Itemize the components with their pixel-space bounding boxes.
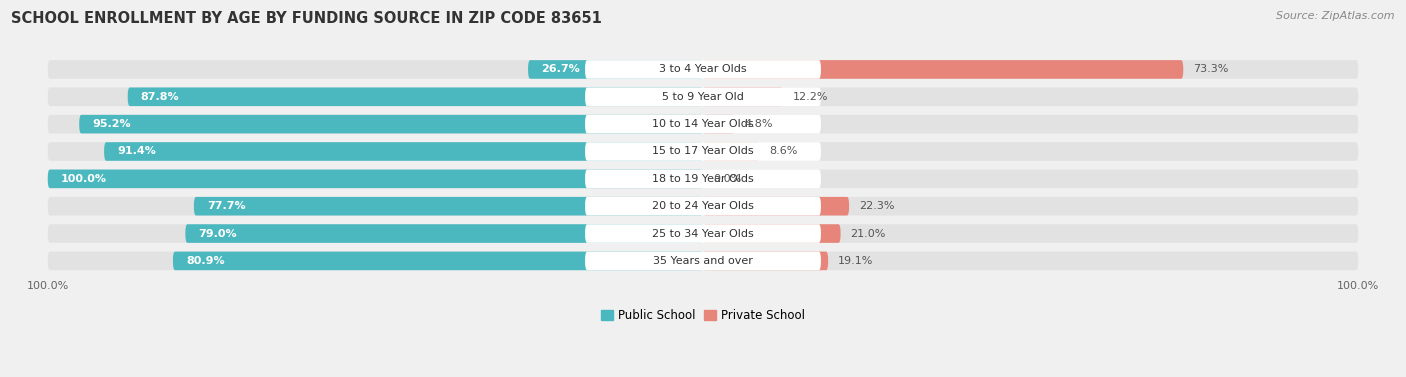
Text: 100.0%: 100.0% <box>60 174 107 184</box>
FancyBboxPatch shape <box>48 197 1358 216</box>
FancyBboxPatch shape <box>173 251 703 270</box>
Text: 4.8%: 4.8% <box>744 119 773 129</box>
FancyBboxPatch shape <box>703 142 759 161</box>
FancyBboxPatch shape <box>585 197 821 216</box>
FancyBboxPatch shape <box>703 115 734 133</box>
Text: 22.3%: 22.3% <box>859 201 894 211</box>
FancyBboxPatch shape <box>585 87 821 106</box>
Text: 80.9%: 80.9% <box>186 256 225 266</box>
Text: 91.4%: 91.4% <box>117 147 156 156</box>
Text: 0.0%: 0.0% <box>713 174 741 184</box>
FancyBboxPatch shape <box>194 197 703 216</box>
FancyBboxPatch shape <box>703 87 783 106</box>
Text: 95.2%: 95.2% <box>93 119 131 129</box>
Text: 35 Years and over: 35 Years and over <box>652 256 754 266</box>
FancyBboxPatch shape <box>585 224 821 243</box>
Text: 19.1%: 19.1% <box>838 256 873 266</box>
FancyBboxPatch shape <box>703 197 849 216</box>
Text: 79.0%: 79.0% <box>198 228 238 239</box>
Legend: Public School, Private School: Public School, Private School <box>596 304 810 326</box>
FancyBboxPatch shape <box>104 142 703 161</box>
FancyBboxPatch shape <box>703 224 841 243</box>
Text: 15 to 17 Year Olds: 15 to 17 Year Olds <box>652 147 754 156</box>
FancyBboxPatch shape <box>585 60 821 79</box>
Text: Source: ZipAtlas.com: Source: ZipAtlas.com <box>1277 11 1395 21</box>
FancyBboxPatch shape <box>48 142 1358 161</box>
FancyBboxPatch shape <box>48 170 703 188</box>
FancyBboxPatch shape <box>529 60 703 79</box>
Text: SCHOOL ENROLLMENT BY AGE BY FUNDING SOURCE IN ZIP CODE 83651: SCHOOL ENROLLMENT BY AGE BY FUNDING SOUR… <box>11 11 602 26</box>
FancyBboxPatch shape <box>79 115 703 133</box>
FancyBboxPatch shape <box>48 251 1358 270</box>
FancyBboxPatch shape <box>48 115 1358 133</box>
Text: 8.6%: 8.6% <box>769 147 797 156</box>
FancyBboxPatch shape <box>48 224 1358 243</box>
FancyBboxPatch shape <box>186 224 703 243</box>
FancyBboxPatch shape <box>703 60 1184 79</box>
FancyBboxPatch shape <box>48 170 1358 188</box>
Text: 18 to 19 Year Olds: 18 to 19 Year Olds <box>652 174 754 184</box>
Text: 5 to 9 Year Old: 5 to 9 Year Old <box>662 92 744 102</box>
FancyBboxPatch shape <box>48 60 1358 79</box>
FancyBboxPatch shape <box>48 87 1358 106</box>
Text: 87.8%: 87.8% <box>141 92 180 102</box>
FancyBboxPatch shape <box>585 142 821 161</box>
Text: 100.0%: 100.0% <box>27 280 69 291</box>
Text: 77.7%: 77.7% <box>207 201 246 211</box>
Text: 12.2%: 12.2% <box>793 92 828 102</box>
Text: 100.0%: 100.0% <box>1337 280 1379 291</box>
FancyBboxPatch shape <box>703 251 828 270</box>
Text: 25 to 34 Year Olds: 25 to 34 Year Olds <box>652 228 754 239</box>
Text: 26.7%: 26.7% <box>541 64 579 74</box>
FancyBboxPatch shape <box>585 251 821 270</box>
FancyBboxPatch shape <box>585 170 821 188</box>
FancyBboxPatch shape <box>128 87 703 106</box>
Text: 3 to 4 Year Olds: 3 to 4 Year Olds <box>659 64 747 74</box>
Text: 10 to 14 Year Olds: 10 to 14 Year Olds <box>652 119 754 129</box>
Text: 20 to 24 Year Olds: 20 to 24 Year Olds <box>652 201 754 211</box>
Text: 73.3%: 73.3% <box>1194 64 1229 74</box>
FancyBboxPatch shape <box>585 115 821 133</box>
Text: 21.0%: 21.0% <box>851 228 886 239</box>
